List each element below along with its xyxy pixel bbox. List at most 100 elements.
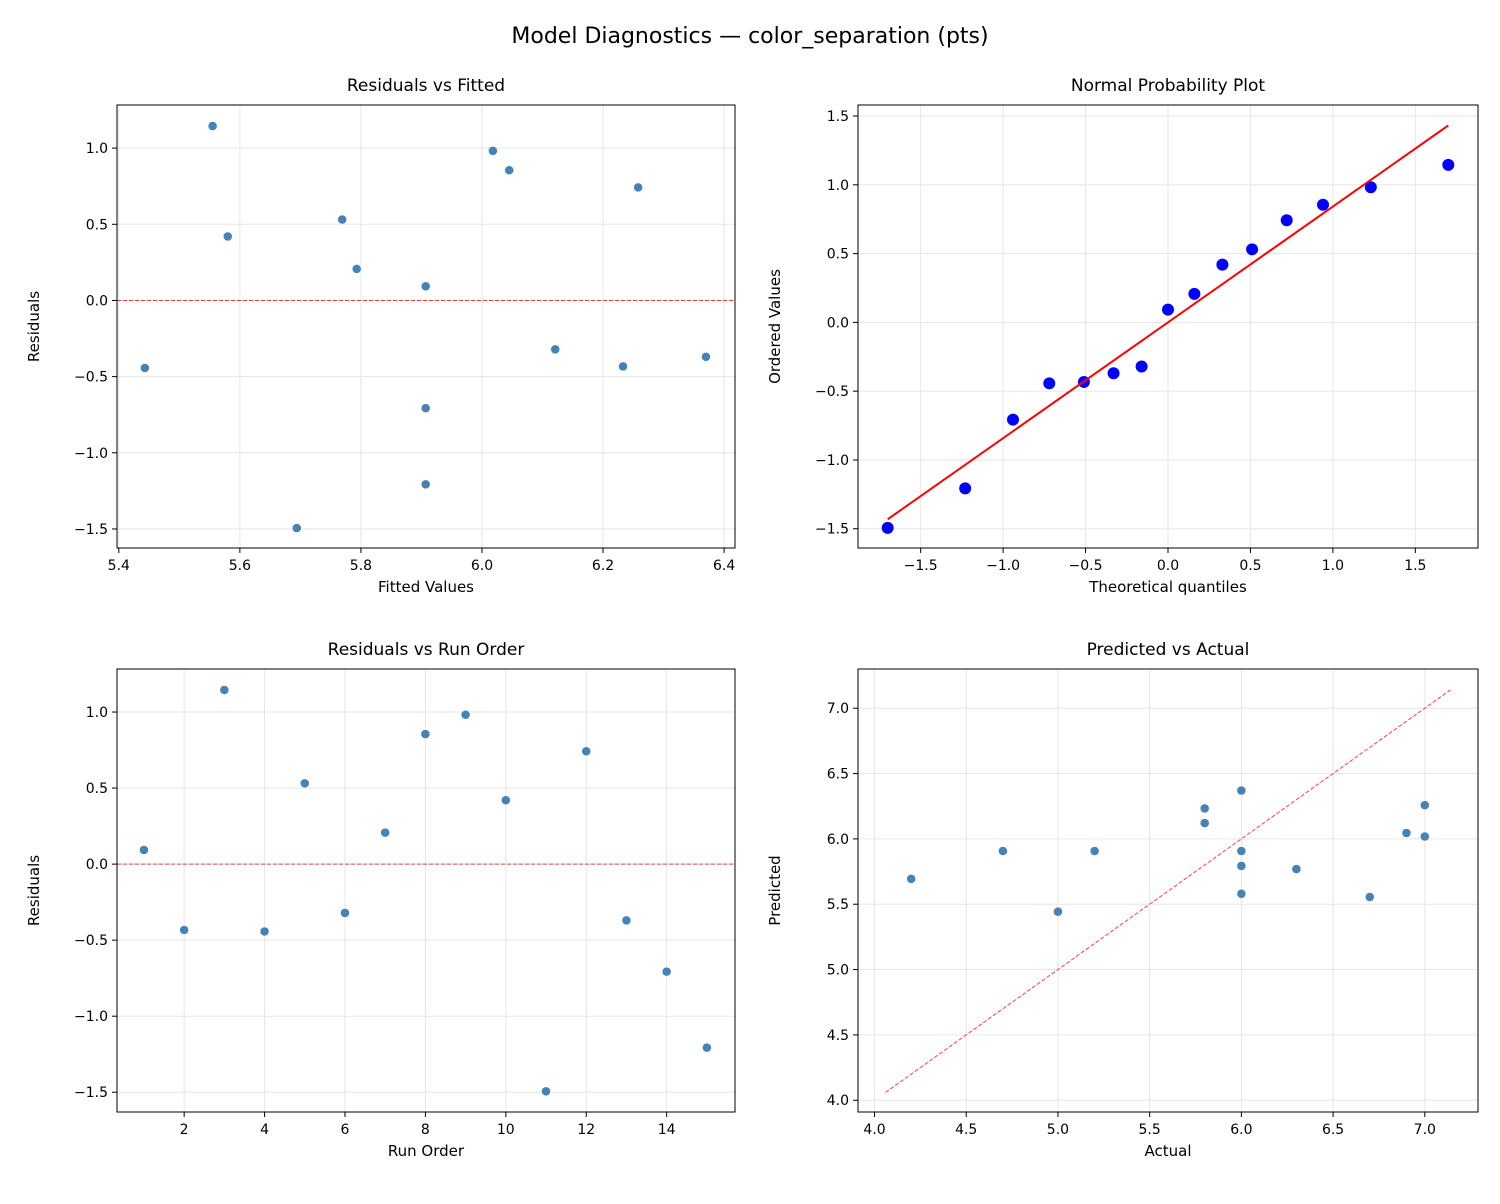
data-point <box>300 778 310 789</box>
data-point <box>1401 828 1412 838</box>
y-tick-label: −1.0 <box>815 453 849 469</box>
data-point <box>541 1086 551 1097</box>
x-axis-label: Run Order <box>388 1142 465 1160</box>
data-point <box>550 344 560 355</box>
x-tick-label: 6.2 <box>592 558 614 574</box>
x-tick-label: 12 <box>577 1122 595 1138</box>
data-point <box>1135 360 1148 373</box>
data-point <box>337 214 347 225</box>
x-tick-label: 5.6 <box>229 558 251 574</box>
data-point <box>1089 846 1100 856</box>
data-point <box>1364 181 1377 194</box>
x-tick-label: 6.0 <box>471 558 493 574</box>
data-point <box>179 925 189 935</box>
data-point <box>1236 785 1247 796</box>
data-point <box>1420 831 1430 842</box>
data-point <box>1420 800 1430 810</box>
y-tick-label: 6.5 <box>827 767 849 783</box>
data-point <box>1162 303 1174 316</box>
y-tick-label: 4.0 <box>827 1093 849 1109</box>
data-point <box>621 915 632 926</box>
subplot-title: Residuals vs Run Order <box>328 640 525 660</box>
y-tick-label: −1.5 <box>815 522 849 538</box>
data-point <box>1236 861 1247 871</box>
subplot-title: Predicted vs Actual <box>1087 640 1250 660</box>
x-tick-label: 1.0 <box>1322 558 1344 574</box>
y-tick-label: 1.0 <box>86 141 108 157</box>
axes-frame <box>116 104 736 549</box>
x-tick-label: 14 <box>658 1122 676 1138</box>
data-point <box>292 523 302 533</box>
subplot-1: 5.4 5.6 5.8 6.0 6.2 6.4 −1.5 −1.0 −0.5 0.0 0.5 1.0 R… <box>25 76 736 596</box>
identity-reference-line <box>885 689 1451 1093</box>
y-tick-label: −1.0 <box>74 1009 108 1025</box>
data-point <box>906 874 916 884</box>
x-tick-label: 5.5 <box>1139 1122 1161 1138</box>
data-point <box>140 363 150 373</box>
y-tick-label: 1.5 <box>827 109 849 125</box>
data-point <box>1216 258 1229 271</box>
x-tick-label: 5.4 <box>108 558 130 574</box>
x-tick-label: 4.0 <box>863 1122 885 1138</box>
data-point <box>998 846 1008 856</box>
data-point <box>959 482 972 495</box>
data-point <box>139 845 149 855</box>
y-tick-label: −0.5 <box>74 933 108 949</box>
y-axis-label: Predicted <box>766 855 784 925</box>
y-tick-label: −1.5 <box>74 1085 108 1101</box>
data-point <box>1291 864 1302 874</box>
x-tick-label: 6 <box>341 1122 350 1138</box>
x-tick-label: −1.5 <box>904 558 938 574</box>
y-tick-label: −0.5 <box>74 370 108 386</box>
data-point <box>420 479 431 490</box>
data-point <box>1236 846 1247 856</box>
subplot-4: 4.0 4.5 5.0 5.5 6.0 6.5 7.0 4.0 4.5 5.0 5.5 6.0 6.5 7… <box>766 640 1479 1160</box>
data-point <box>661 966 672 977</box>
data-point <box>701 352 711 362</box>
data-point <box>1280 214 1293 227</box>
data-point <box>501 795 511 805</box>
data-point <box>420 729 431 739</box>
x-tick-label: 5.0 <box>1047 1122 1069 1138</box>
data-point <box>702 1042 712 1053</box>
y-tick-label: 0.0 <box>86 857 108 873</box>
y-tick-label: 6.0 <box>827 832 849 848</box>
axes-frame <box>116 668 736 1113</box>
y-tick-label: 7.0 <box>827 701 849 717</box>
x-tick-label: 6.5 <box>1322 1122 1344 1138</box>
data-point <box>488 146 498 156</box>
data-point <box>1246 243 1259 256</box>
data-point <box>1199 818 1210 828</box>
data-point <box>504 165 514 175</box>
axes-frame <box>857 668 1479 1113</box>
x-tick-label: 10 <box>497 1122 515 1138</box>
data-point <box>633 182 643 193</box>
y-tick-label: −1.5 <box>74 522 108 538</box>
subplot-2: −1.5 −1.0 −0.5 0.0 0.5 1.0 1.5 −1.5 −1.0 −0.5 0.0 0… <box>766 76 1479 596</box>
x-tick-label: −1.0 <box>986 558 1020 574</box>
data-point <box>581 746 591 757</box>
data-point <box>380 827 390 838</box>
data-point <box>223 231 233 242</box>
data-point <box>1317 198 1329 211</box>
data-point <box>420 281 431 292</box>
data-point <box>1007 413 1019 426</box>
subplot-title: Normal Probability Plot <box>1071 76 1266 96</box>
fit-line <box>887 124 1449 521</box>
y-tick-label: 1.0 <box>86 705 108 721</box>
data-point <box>618 361 628 372</box>
y-tick-label: −0.5 <box>815 384 849 400</box>
x-tick-label: −0.5 <box>1069 558 1103 574</box>
axes-frame <box>857 104 1479 549</box>
x-tick-label: 5.8 <box>350 558 372 574</box>
data-point <box>881 521 894 534</box>
x-axis-label: Theoretical quantiles <box>1088 578 1247 596</box>
data-point <box>259 926 270 937</box>
x-tick-label: 4.5 <box>955 1122 977 1138</box>
y-tick-label: −1.0 <box>74 446 108 462</box>
x-tick-label: 8 <box>421 1122 430 1138</box>
data-point <box>1199 803 1210 814</box>
data-point <box>1236 889 1247 899</box>
subplot-3: 2 4 6 8 10 12 14 −1.5 −1.0 −0.5 0.0 0.5 1.0 Residuals… <box>25 640 736 1160</box>
y-tick-label: 1.0 <box>827 178 849 194</box>
